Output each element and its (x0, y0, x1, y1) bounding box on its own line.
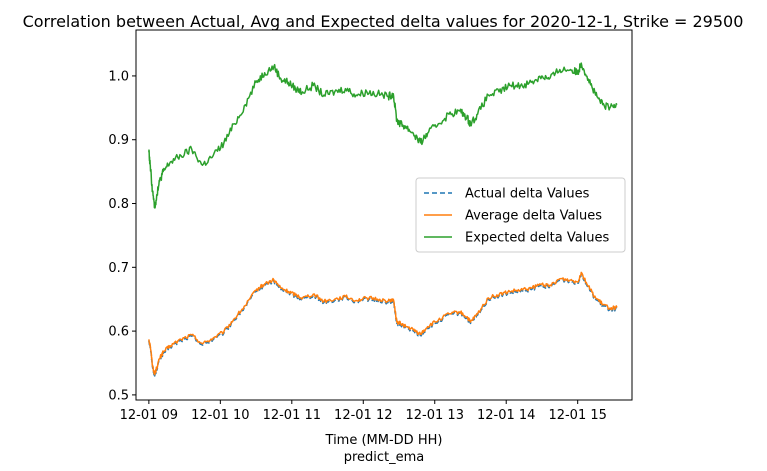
x-tick-label: 12-01 10 (191, 408, 249, 423)
legend-label: Average delta Values (465, 209, 602, 224)
x-tick-label: 12-01 13 (406, 408, 464, 423)
x-tick-label: 12-01 09 (120, 408, 178, 423)
x-axis-label: Time (MM-DD HH) (325, 433, 443, 448)
legend-label: Expected delta Values (465, 231, 610, 246)
y-tick-label: 1.0 (108, 69, 129, 84)
legend-label: Actual delta Values (465, 187, 590, 202)
y-tick-label: 0.6 (108, 325, 129, 340)
x-tick-label: 12-01 14 (477, 408, 535, 423)
y-tick-label: 0.7 (108, 261, 129, 276)
x-tick-label: 12-01 11 (263, 408, 321, 423)
chart-title: Correlation between Actual, Avg and Expe… (23, 12, 744, 31)
series-layer (148, 62, 618, 377)
series-line-2 (148, 271, 618, 376)
legend: Actual delta Values Average delta Values E… (415, 177, 626, 253)
y-axis: 0.5 0.6 0.7 0.8 0.9 1.0 (108, 69, 136, 403)
series-line-3 (148, 62, 618, 209)
plot-frame (135, 29, 633, 401)
x-axis-sublabel: predict_ema (344, 450, 425, 465)
x-tick-label: 12-01 12 (334, 408, 392, 423)
y-tick-label: 0.8 (108, 197, 129, 212)
y-tick-label: 0.9 (108, 133, 129, 148)
x-axis: 12-01 09 12-01 10 12-01 11 12-01 12 12-01 13… (120, 400, 607, 423)
x-tick-label: 12-01 15 (548, 408, 606, 423)
legend-box (415, 177, 626, 253)
y-tick-label: 0.5 (108, 388, 129, 403)
